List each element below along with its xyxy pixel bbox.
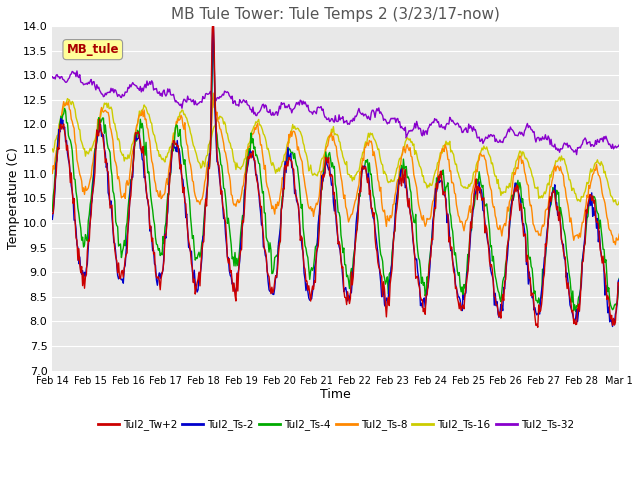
- X-axis label: Time: Time: [321, 388, 351, 401]
- Y-axis label: Temperature (C): Temperature (C): [7, 147, 20, 249]
- Text: MB_tule: MB_tule: [67, 43, 119, 56]
- Legend: Tul2_Tw+2, Tul2_Ts-2, Tul2_Ts-4, Tul2_Ts-8, Tul2_Ts-16, Tul2_Ts-32: Tul2_Tw+2, Tul2_Ts-2, Tul2_Ts-4, Tul2_Ts…: [93, 415, 578, 434]
- Title: MB Tule Tower: Tule Temps 2 (3/23/17-now): MB Tule Tower: Tule Temps 2 (3/23/17-now…: [172, 7, 500, 22]
